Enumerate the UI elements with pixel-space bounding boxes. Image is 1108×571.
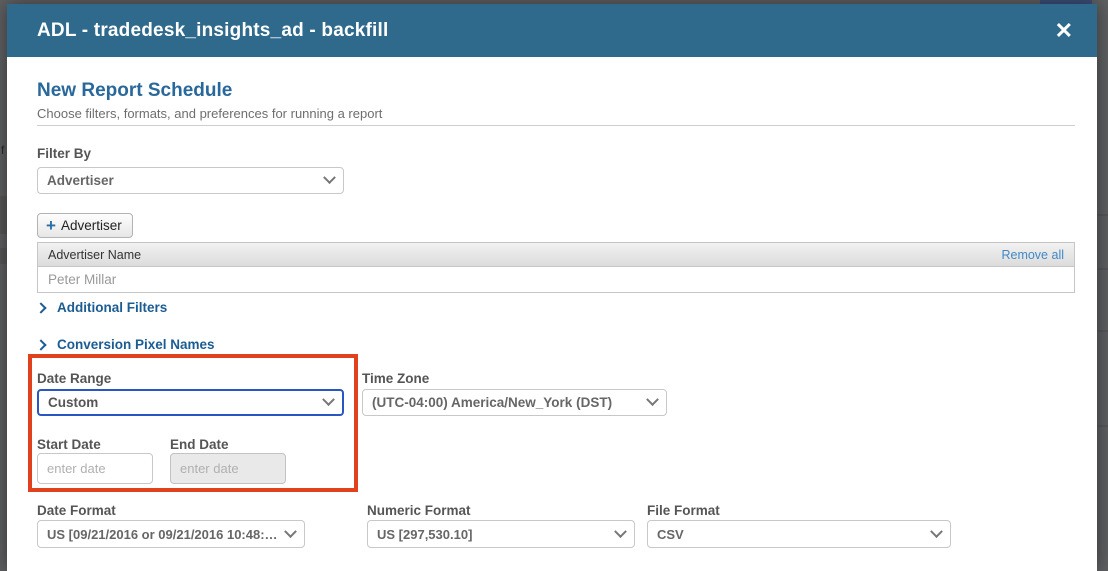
divider [37,125,1075,126]
numeric-format-value: US [297,530.10] [377,526,473,542]
background-page-fragment [1040,0,1092,5]
advertiser-table: Advertiser Name Remove all Peter Millar [37,242,1075,293]
numeric-format-select[interactable]: US [297,530.10] [367,520,635,548]
chevron-right-icon [35,301,47,314]
advertiser-name-column-header: Advertiser Name [48,247,142,262]
chevron-down-icon [646,393,659,407]
file-format-select[interactable]: CSV [647,520,951,548]
modal-header: ADL - tradedesk_insights_ad - backfill ✕ [7,4,1097,57]
time-zone-value: (UTC-04:00) America/New_York (DST) [372,395,613,410]
time-zone-select[interactable]: (UTC-04:00) America/New_York (DST) [362,389,667,416]
background-artifact [1097,214,1108,216]
close-icon[interactable]: ✕ [1054,17,1073,43]
filter-by-select[interactable]: Advertiser [37,167,344,194]
advertiser-table-header: Advertiser Name Remove all [38,243,1074,267]
date-format-label: Date Format [37,503,116,518]
modal-title: ADL - tradedesk_insights_ad - backfill [37,19,389,41]
end-date-input[interactable] [170,453,286,484]
add-advertiser-button[interactable]: + Advertiser [37,213,133,238]
file-format-label: File Format [647,503,720,518]
start-date-label: Start Date [37,437,101,452]
chevron-right-icon [35,338,47,351]
start-date-input[interactable] [37,453,153,484]
chevron-down-icon [614,524,627,538]
remove-all-link[interactable]: Remove all [1001,247,1064,262]
additional-filters-toggle[interactable]: Additional Filters [35,300,168,315]
chevron-down-icon [284,524,297,538]
background-artifact [1097,330,1108,332]
date-format-select[interactable]: US [09/21/2016 or 09/21/2016 10:48:46] [37,520,305,548]
page-title: New Report Schedule [37,80,233,101]
chevron-down-icon [322,393,335,407]
date-range-label: Date Range [37,371,112,386]
table-row[interactable]: Peter Millar [38,267,1074,292]
conversion-pixel-names-toggle[interactable]: Conversion Pixel Names [35,337,215,352]
conversion-pixel-names-label: Conversion Pixel Names [57,337,215,352]
advertiser-name-cell: Peter Millar [48,272,117,287]
additional-filters-label: Additional Filters [57,300,168,315]
background-artifact [0,248,7,264]
plus-icon: + [46,216,56,235]
report-schedule-modal: ADL - tradedesk_insights_ad - backfill ✕… [7,4,1097,571]
date-range-select[interactable]: Custom [37,389,344,416]
date-range-value: Custom [48,395,99,410]
add-advertiser-label: Advertiser [60,218,122,233]
chevron-down-icon [323,171,336,185]
date-format-value: US [09/21/2016 or 09/21/2016 10:48:46] [47,526,278,542]
filter-by-value: Advertiser [47,173,114,188]
time-zone-label: Time Zone [362,371,430,386]
background-artifact [0,196,7,234]
background-page-text: f [1,143,5,157]
filter-by-label: Filter By [37,146,92,161]
background-artifact [1097,268,1108,270]
numeric-format-label: Numeric Format [367,503,471,518]
page-subtitle: Choose filters, formats, and preferences… [37,106,383,121]
end-date-label: End Date [170,437,229,452]
file-format-value: CSV [657,526,684,542]
background-artifact [1097,425,1108,427]
chevron-down-icon [930,524,943,538]
